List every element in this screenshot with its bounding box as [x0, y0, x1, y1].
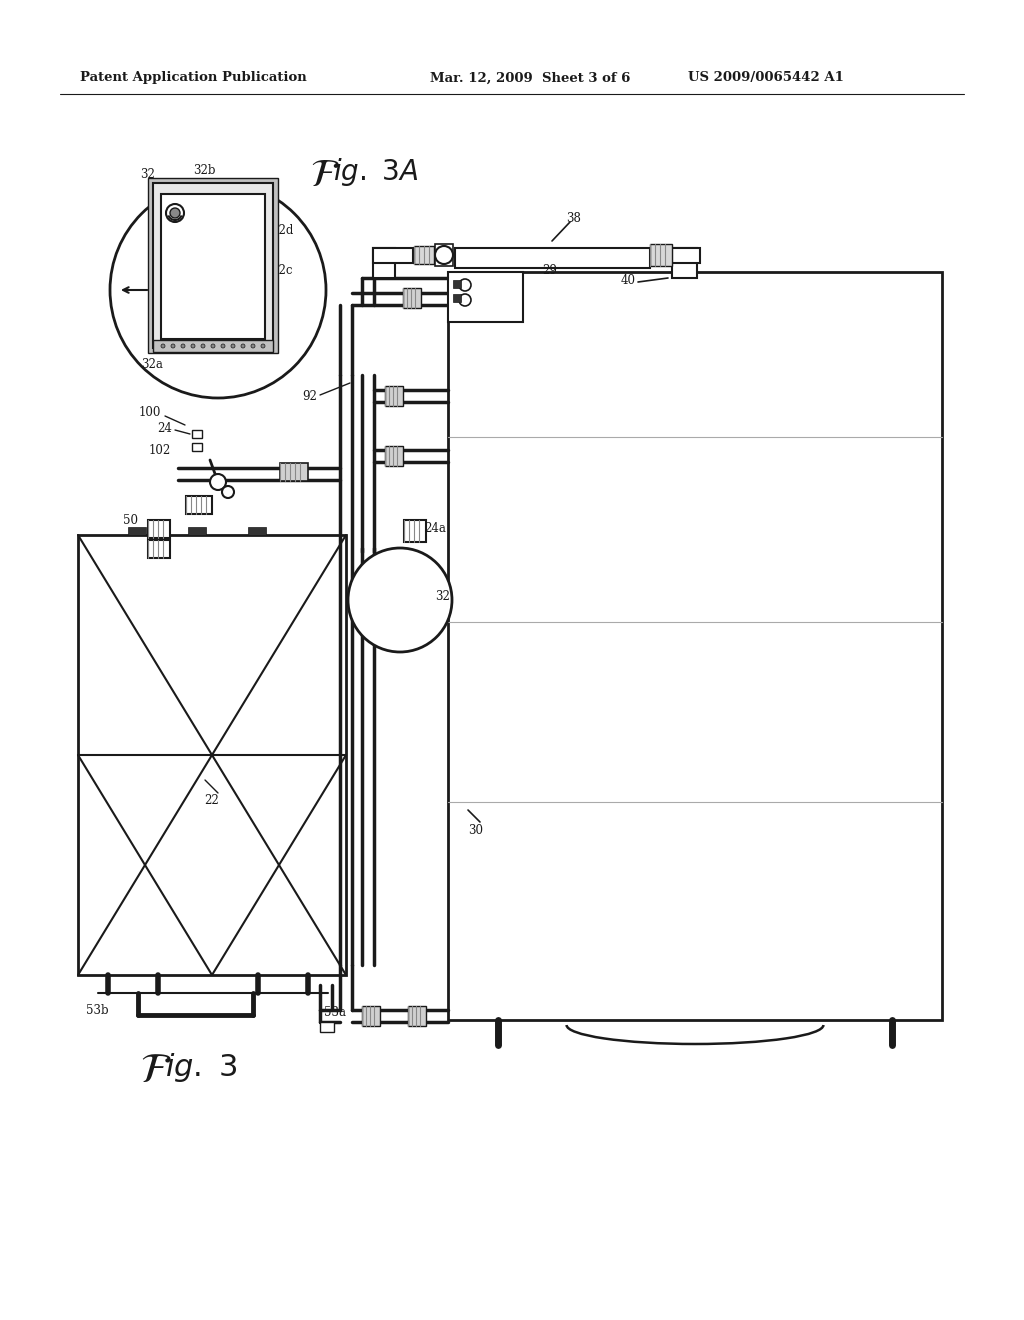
Text: 53b: 53b	[86, 1003, 109, 1016]
Bar	[148, 520, 170, 539]
Text: 32d: 32d	[270, 223, 293, 236]
Bar	[373, 248, 413, 263]
Circle shape	[251, 345, 255, 348]
Text: 32: 32	[435, 590, 451, 602]
Bar	[435, 244, 453, 267]
Bar	[373, 248, 395, 279]
Circle shape	[110, 182, 326, 399]
Text: 24a: 24a	[424, 521, 445, 535]
Bar	[188, 527, 206, 535]
Bar	[403, 288, 421, 308]
Text: 29: 29	[543, 264, 557, 276]
Circle shape	[348, 548, 452, 652]
Circle shape	[161, 345, 165, 348]
Text: 22: 22	[205, 793, 219, 807]
Text: 92: 92	[302, 391, 317, 404]
Circle shape	[231, 345, 234, 348]
Circle shape	[435, 246, 453, 264]
Text: $ig.\ 3A$: $ig.\ 3A$	[333, 156, 418, 187]
Bar	[148, 540, 170, 558]
Text: Mar. 12, 2009  Sheet 3 of 6: Mar. 12, 2009 Sheet 3 of 6	[430, 71, 631, 84]
Circle shape	[241, 345, 245, 348]
Text: 32b: 32b	[193, 164, 215, 177]
Bar	[672, 248, 700, 263]
Bar	[414, 246, 434, 264]
Circle shape	[191, 345, 195, 348]
Text: $\mathcal{F}$: $\mathcal{F}$	[140, 1049, 171, 1092]
Text: 53a: 53a	[324, 1006, 346, 1019]
Bar	[161, 194, 265, 339]
Bar	[449, 275, 458, 292]
Bar	[385, 446, 403, 466]
Bar	[319, 1022, 334, 1032]
Circle shape	[459, 294, 471, 306]
Circle shape	[221, 345, 225, 348]
Bar	[449, 272, 523, 322]
Text: $ig.\ 3$: $ig.\ 3$	[165, 1051, 238, 1084]
Bar	[408, 1006, 426, 1026]
Bar	[449, 272, 942, 1020]
Bar	[449, 298, 458, 315]
Circle shape	[181, 345, 185, 348]
Text: 38: 38	[566, 211, 582, 224]
Bar	[186, 496, 212, 513]
Bar	[148, 178, 278, 352]
Bar	[248, 527, 266, 535]
Text: 100: 100	[139, 405, 161, 418]
Bar	[404, 520, 426, 543]
Text: US 2009/0065442 A1: US 2009/0065442 A1	[688, 71, 844, 84]
Text: Patent Application Publication: Patent Application Publication	[80, 71, 307, 84]
Bar	[672, 248, 697, 279]
Bar	[453, 294, 461, 302]
Text: 40: 40	[621, 273, 636, 286]
Text: 24: 24	[158, 421, 172, 434]
Bar	[385, 385, 403, 407]
Text: 50: 50	[123, 513, 137, 527]
Bar	[650, 244, 672, 267]
Bar	[280, 463, 308, 480]
Bar	[153, 341, 273, 352]
Circle shape	[261, 345, 265, 348]
Bar	[193, 430, 202, 438]
Text: $\mathcal{F}$: $\mathcal{F}$	[310, 156, 340, 194]
Bar	[153, 183, 273, 348]
Bar	[193, 444, 202, 451]
Text: 32: 32	[140, 169, 156, 181]
Circle shape	[171, 345, 175, 348]
Circle shape	[211, 345, 215, 348]
Text: 102: 102	[148, 444, 171, 457]
Circle shape	[201, 345, 205, 348]
Circle shape	[166, 205, 184, 222]
Circle shape	[170, 209, 180, 218]
Circle shape	[459, 279, 471, 290]
Text: 32a: 32a	[141, 359, 163, 371]
Bar	[453, 280, 461, 288]
Circle shape	[222, 486, 234, 498]
Text: 32c: 32c	[271, 264, 293, 276]
Bar	[455, 248, 650, 268]
Bar	[128, 527, 146, 535]
Bar	[78, 535, 346, 975]
Text: 30: 30	[469, 824, 483, 837]
Bar	[362, 1006, 380, 1026]
Circle shape	[210, 474, 226, 490]
Text: 24a: 24a	[211, 202, 232, 214]
